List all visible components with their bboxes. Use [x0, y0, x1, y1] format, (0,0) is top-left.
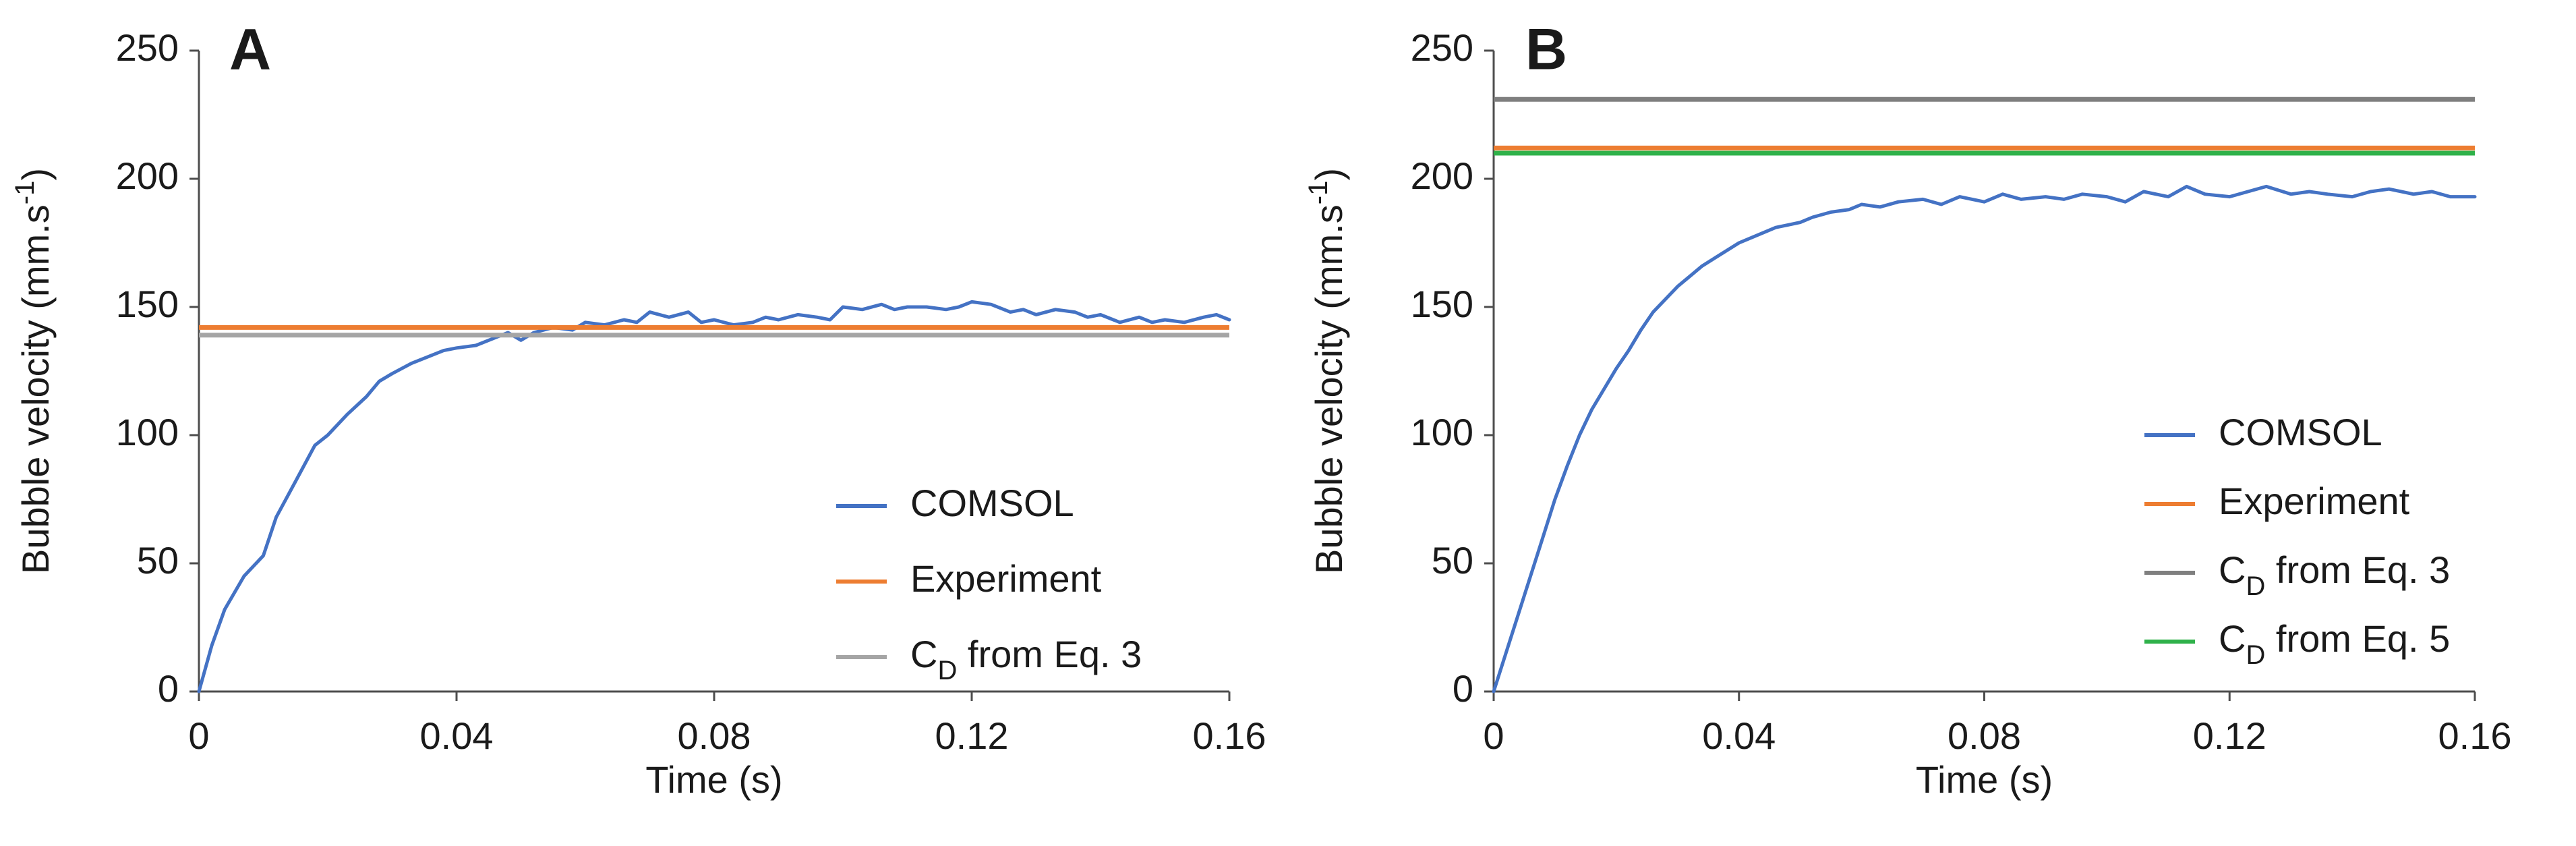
series-line-comsol [1492, 184, 2477, 694]
y-tick-label: 200 [116, 154, 179, 197]
x-tick-label: 0.16 [1193, 714, 1266, 757]
y-tick-label: 250 [1411, 26, 1473, 69]
legend-label: CD from Eq. 5 [2219, 617, 2450, 670]
chart-panel-a: 0 50 100 150 200 250 0 0.04 0.08 0.12 0.16 Time (s)… [10, 18, 1266, 801]
legend: COMSOL Experiment CD from Eq. 3 CD from Eq.… [2144, 411, 2450, 670]
chart-panel-b: 0 50 100 150 200 250 0 0.04 0.08 0.12 0.16 Time (s)… [1304, 18, 2512, 801]
x-tick-label: 0 [1483, 714, 1504, 757]
x-axis-label: Time (s) [1916, 758, 2053, 801]
y-axis-label: Bubble velocity (mm.s-1) [1304, 168, 1350, 574]
legend-label: CD from Eq. 3 [2219, 548, 2450, 601]
legend-label: COMSOL [910, 482, 1074, 524]
legend-label: COMSOL [2219, 411, 2382, 453]
y-tick-label: 50 [137, 539, 179, 582]
x-tick-label: 0.04 [420, 714, 494, 757]
series-line-comsol [197, 300, 1231, 694]
y-tick-label: 0 [1453, 667, 1473, 710]
y-tick-label: 50 [1432, 539, 1473, 582]
panel-label: B [1525, 18, 1567, 82]
x-tick-label: 0.04 [1702, 714, 1776, 757]
legend: COMSOL Experiment CD from Eq. 3 [836, 482, 1142, 685]
y-tick-label: 150 [1411, 283, 1473, 325]
x-tick-label: 0.08 [1948, 714, 2021, 757]
legend-label: CD from Eq. 3 [910, 633, 1142, 685]
x-tick-label: 0.16 [2438, 714, 2512, 757]
y-axis-label: Bubble velocity (mm.s-1) [10, 168, 57, 574]
y-tick-label: 0 [158, 667, 179, 710]
y-tick-label: 200 [1411, 154, 1473, 197]
legend-label: Experiment [910, 557, 1102, 600]
x-tick-label: 0.12 [935, 714, 1009, 757]
x-tick-label: 0.08 [678, 714, 751, 757]
x-tick-label: 0 [188, 714, 209, 757]
y-tick-label: 250 [116, 26, 179, 69]
y-tick-label: 100 [1411, 411, 1473, 453]
panel-label: A [229, 18, 271, 82]
x-tick-label: 0.12 [2193, 714, 2266, 757]
x-axis-label: Time (s) [645, 758, 782, 801]
y-tick-label: 150 [116, 283, 179, 325]
legend-label: Experiment [2219, 480, 2410, 522]
y-tick-label: 100 [116, 411, 179, 453]
